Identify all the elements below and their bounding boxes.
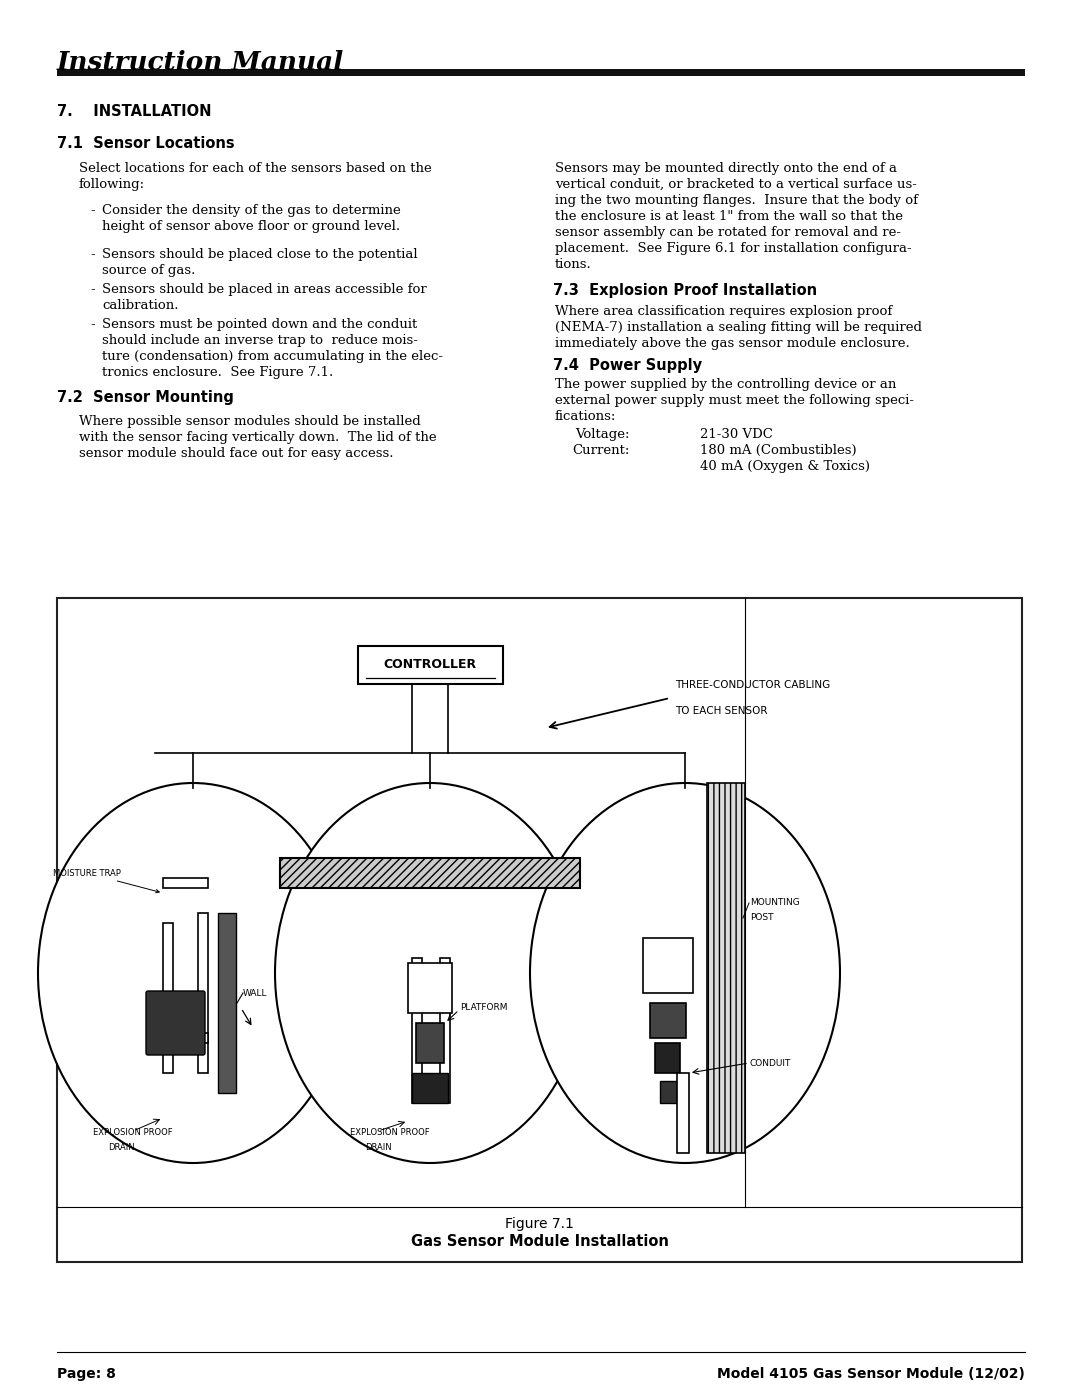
- Text: -: -: [90, 284, 95, 296]
- Text: PLATFORM: PLATFORM: [460, 1003, 508, 1013]
- Text: Current:: Current:: [572, 444, 630, 457]
- Text: Sensors must be pointed down and the conduit: Sensors must be pointed down and the con…: [102, 319, 417, 331]
- Text: Figure 7.1: Figure 7.1: [505, 1217, 573, 1231]
- Text: sensor assembly can be rotated for removal and re-: sensor assembly can be rotated for remov…: [555, 226, 901, 239]
- Text: with the sensor facing vertically down.  The lid of the: with the sensor facing vertically down. …: [79, 432, 436, 444]
- Text: 21-30 VDC: 21-30 VDC: [700, 427, 773, 441]
- Bar: [163, 877, 208, 888]
- Text: height of sensor above floor or ground level.: height of sensor above floor or ground l…: [102, 219, 400, 233]
- Bar: [198, 914, 208, 1073]
- Bar: [416, 1023, 444, 1063]
- Bar: [707, 782, 745, 1153]
- Text: Sensors may be mounted directly onto the end of a: Sensors may be mounted directly onto the…: [555, 162, 897, 175]
- Text: (NEMA-7) installation a sealing fitting will be required: (NEMA-7) installation a sealing fitting …: [555, 321, 922, 334]
- Text: Sensors should be placed in areas accessible for: Sensors should be placed in areas access…: [102, 284, 427, 296]
- Text: ture (condensation) from accumulating in the elec-: ture (condensation) from accumulating in…: [102, 351, 443, 363]
- Text: The power supplied by the controlling device or an: The power supplied by the controlling de…: [555, 379, 896, 391]
- Bar: [650, 1003, 686, 1038]
- Bar: [677, 1073, 689, 1153]
- Bar: [411, 1073, 448, 1104]
- Bar: [660, 1081, 680, 1104]
- Text: Select locations for each of the sensors based on the: Select locations for each of the sensors…: [79, 162, 432, 175]
- Text: calibration.: calibration.: [102, 299, 178, 312]
- Text: tronics enclosure.  See Figure 7.1.: tronics enclosure. See Figure 7.1.: [102, 366, 334, 379]
- Bar: [280, 858, 580, 888]
- Text: the enclosure is at least 1" from the wall so that the: the enclosure is at least 1" from the wa…: [555, 210, 903, 224]
- Text: placement.  See Figure 6.1 for installation configura-: placement. See Figure 6.1 for installati…: [555, 242, 912, 256]
- Text: -: -: [90, 319, 95, 331]
- Text: TO EACH SENSOR: TO EACH SENSOR: [675, 705, 768, 717]
- Text: following:: following:: [79, 177, 145, 191]
- Ellipse shape: [530, 782, 840, 1162]
- Text: MOUNTING: MOUNTING: [750, 898, 800, 907]
- Text: Model 4105 Gas Sensor Module (12/02): Model 4105 Gas Sensor Module (12/02): [717, 1368, 1025, 1382]
- Text: Page: 8: Page: 8: [57, 1368, 116, 1382]
- Text: should include an inverse trap to  reduce mois-: should include an inverse trap to reduce…: [102, 334, 418, 346]
- Text: -: -: [90, 249, 95, 261]
- FancyBboxPatch shape: [146, 990, 205, 1055]
- Ellipse shape: [38, 782, 348, 1162]
- Bar: [411, 958, 422, 1104]
- Text: POST: POST: [750, 914, 773, 922]
- Text: fications:: fications:: [555, 409, 617, 423]
- Text: MOISTURE TRAP: MOISTURE TRAP: [53, 869, 159, 893]
- Text: 40 mA (Oxygen & Toxics): 40 mA (Oxygen & Toxics): [700, 460, 870, 474]
- Text: THREE-CONDUCTOR CABLING: THREE-CONDUCTOR CABLING: [675, 680, 831, 690]
- Ellipse shape: [275, 782, 585, 1162]
- Text: DRAIN: DRAIN: [365, 1143, 392, 1153]
- Text: immediately above the gas sensor module enclosure.: immediately above the gas sensor module …: [555, 337, 909, 351]
- Text: EXPLOSION PROOF: EXPLOSION PROOF: [93, 1127, 173, 1137]
- Text: external power supply must meet the following speci-: external power supply must meet the foll…: [555, 394, 914, 407]
- Text: Voltage:: Voltage:: [576, 427, 630, 441]
- Bar: [643, 937, 693, 993]
- Bar: [218, 914, 237, 1092]
- Text: 7.3  Explosion Proof Installation: 7.3 Explosion Proof Installation: [553, 284, 818, 298]
- Text: ing the two mounting flanges.  Insure that the body of: ing the two mounting flanges. Insure tha…: [555, 194, 918, 207]
- Text: -: -: [90, 204, 95, 217]
- Text: DRAIN: DRAIN: [108, 1143, 135, 1153]
- Text: CONTROLLER: CONTROLLER: [383, 658, 476, 672]
- Text: tions.: tions.: [555, 258, 592, 271]
- Bar: [57, 598, 1022, 1261]
- Text: EXPLOSION PROOF: EXPLOSION PROOF: [350, 1127, 430, 1137]
- Text: Where area classification requires explosion proof: Where area classification requires explo…: [555, 305, 892, 319]
- Bar: [163, 1032, 208, 1044]
- Bar: [357, 645, 502, 685]
- Text: 7.4  Power Supply: 7.4 Power Supply: [553, 358, 702, 373]
- Bar: [408, 963, 453, 1013]
- Bar: [440, 958, 450, 1104]
- Text: sensor module should face out for easy access.: sensor module should face out for easy a…: [79, 447, 393, 460]
- Text: Instruction Manual: Instruction Manual: [57, 50, 345, 75]
- Text: CONDUIT: CONDUIT: [750, 1059, 792, 1067]
- Text: 180 mA (Combustibles): 180 mA (Combustibles): [700, 444, 856, 457]
- Text: 7.1  Sensor Locations: 7.1 Sensor Locations: [57, 136, 234, 151]
- Bar: [163, 923, 173, 1073]
- Text: Gas Sensor Module Installation: Gas Sensor Module Installation: [410, 1234, 669, 1249]
- Text: WALL: WALL: [243, 989, 268, 997]
- Text: Where possible sensor modules should be installed: Where possible sensor modules should be …: [79, 415, 421, 427]
- Bar: [57, 68, 1025, 75]
- Text: Consider the density of the gas to determine: Consider the density of the gas to deter…: [102, 204, 401, 217]
- Text: source of gas.: source of gas.: [102, 264, 195, 277]
- Text: vertical conduit, or bracketed to a vertical surface us-: vertical conduit, or bracketed to a vert…: [555, 177, 917, 191]
- Text: 7.    INSTALLATION: 7. INSTALLATION: [57, 103, 212, 119]
- Text: 7.2  Sensor Mounting: 7.2 Sensor Mounting: [57, 390, 234, 405]
- Bar: [654, 1044, 680, 1073]
- Text: Sensors should be placed close to the potential: Sensors should be placed close to the po…: [102, 249, 418, 261]
